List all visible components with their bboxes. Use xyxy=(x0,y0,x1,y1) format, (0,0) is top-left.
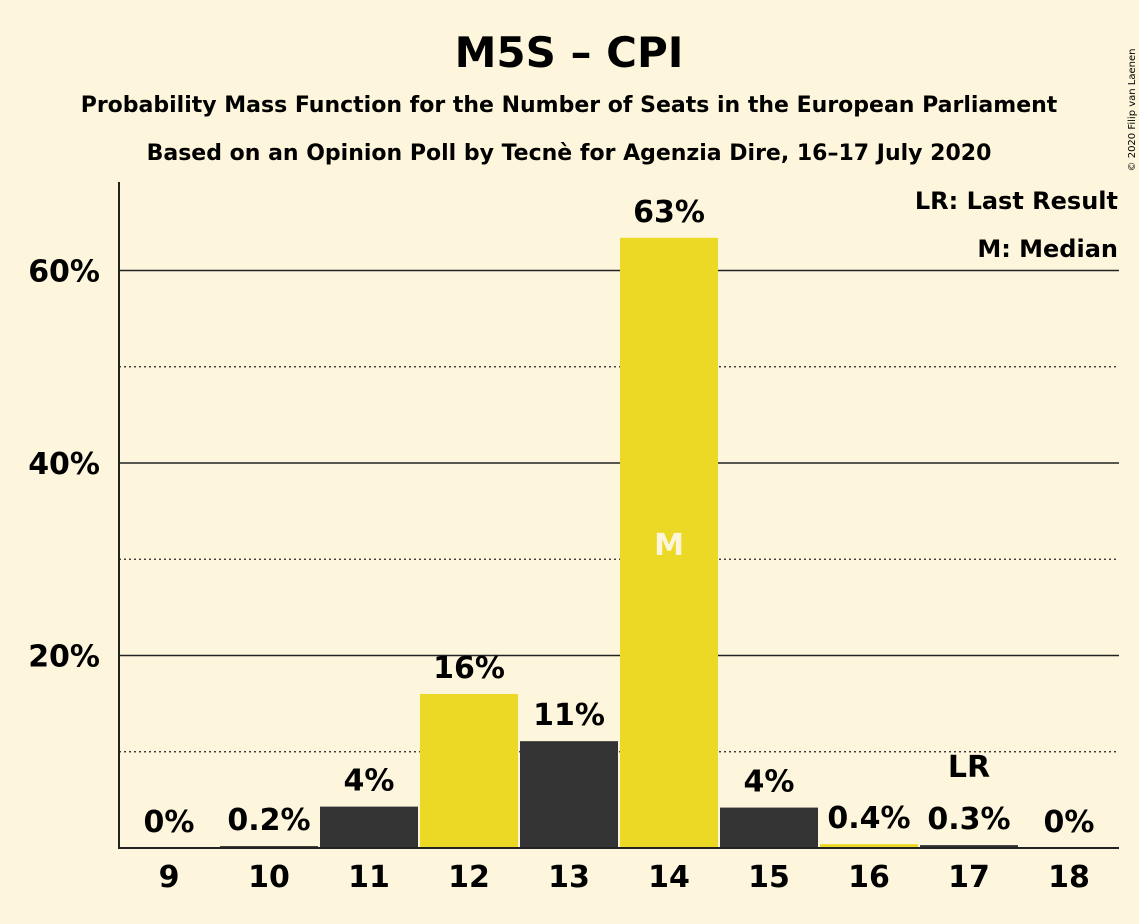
median-marker: M xyxy=(654,528,684,563)
bar: 15: 4% xyxy=(720,807,818,848)
last-result-marker: LR xyxy=(948,750,990,785)
value-label: 0.4% xyxy=(827,801,910,836)
gridlines xyxy=(119,269,1119,753)
value-label: 16% xyxy=(433,651,505,686)
value-label: 63% xyxy=(633,195,705,230)
value-label: 0.3% xyxy=(927,802,1010,837)
bar: 17: 0.3% xyxy=(920,845,1018,848)
x-tick-label: 9 xyxy=(159,860,180,895)
x-tick-label: 10 xyxy=(248,860,290,895)
x-tick-labels: 9 10 11 12 13 14 15 16 17 18 xyxy=(159,860,1090,895)
value-label: 0% xyxy=(144,805,195,840)
bar: 14: 63% xyxy=(620,237,718,849)
value-label: 4% xyxy=(344,764,395,799)
legend-last-result: LR: Last Result xyxy=(915,187,1118,215)
legend-median: M: Median xyxy=(977,235,1118,263)
bar: 16: 0.4% xyxy=(820,844,918,848)
bar: 13: 11% xyxy=(520,741,618,848)
value-labels: 0% 0.2% 4% 16% 11% 63% M 4% 0.4% 0.3% LR 0% xyxy=(144,195,1095,840)
value-label: 0% xyxy=(1044,805,1095,840)
chart-title: M5S – CPI xyxy=(455,28,684,77)
x-tick-label: 11 xyxy=(348,860,390,895)
bar: 11: 4% xyxy=(320,806,418,848)
y-tick-labels: 20% 40% 60% xyxy=(28,255,100,675)
value-label: 4% xyxy=(744,765,795,800)
bars: 10: 0.2%11: 4%12: 16%13: 11%14: 63%15: 4… xyxy=(220,237,1018,849)
y-tick-label: 40% xyxy=(28,447,100,482)
x-tick-label: 13 xyxy=(548,860,590,895)
x-tick-label: 17 xyxy=(948,860,990,895)
x-tick-label: 15 xyxy=(748,860,790,895)
x-tick-label: 18 xyxy=(1048,860,1090,895)
chart-subtitle-2: Based on an Opinion Poll by Tecnè for Ag… xyxy=(147,141,992,166)
x-tick-label: 14 xyxy=(648,860,690,895)
bar: 12: 16% xyxy=(420,694,518,848)
x-tick-label: 16 xyxy=(848,860,890,895)
copyright-text: © 2020 Filip van Laenen xyxy=(1127,49,1138,172)
value-label: 0.2% xyxy=(227,803,310,838)
x-tick-label: 12 xyxy=(448,860,490,895)
chart-subtitle-1: Probability Mass Function for the Number… xyxy=(81,93,1058,118)
y-tick-label: 20% xyxy=(28,640,100,675)
y-tick-label: 60% xyxy=(28,255,100,290)
value-label: 11% xyxy=(533,698,605,733)
